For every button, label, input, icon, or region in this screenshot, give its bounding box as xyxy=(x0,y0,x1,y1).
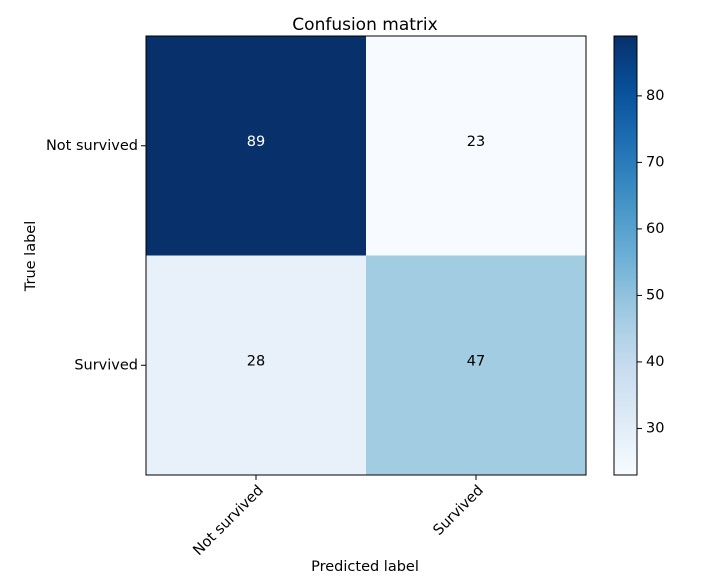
colorbar-tick-label: 60 xyxy=(646,221,664,237)
y-tick-label: Not survived xyxy=(46,138,138,154)
cell-value-label: 28 xyxy=(247,353,265,369)
cell-value-label: 89 xyxy=(247,134,265,150)
cell-value-label: 23 xyxy=(467,134,485,150)
heatmap-cells xyxy=(146,36,586,475)
x-axis-ticks: Not survived Survived xyxy=(190,475,487,559)
colorbar xyxy=(613,35,638,476)
heatmap-cell xyxy=(366,255,586,475)
colorbar-tick-label: 50 xyxy=(646,287,664,303)
y-tick-label: Survived xyxy=(74,357,138,373)
colorbar-tick-label: 70 xyxy=(646,154,664,170)
plot-frame xyxy=(145,35,587,476)
heatmap-cell xyxy=(366,36,586,256)
heatmap-cell xyxy=(146,36,366,256)
y-axis-ticks: Not survived Survived xyxy=(46,138,146,373)
cell-value-label: 47 xyxy=(467,353,485,369)
colorbar-ticks: 30 40 50 60 70 80 xyxy=(637,88,664,436)
colorbar-tick-label: 30 xyxy=(646,420,664,436)
heatmap-cell-labels: 89 23 28 47 xyxy=(247,134,485,370)
y-axis-label: True label xyxy=(23,221,39,292)
colorbar-tick-label: 80 xyxy=(646,88,664,104)
x-axis-label: Predicted label xyxy=(311,559,419,575)
chart-title: Confusion matrix xyxy=(292,15,437,35)
x-tick-label: Survived xyxy=(430,483,486,539)
heatmap-cell xyxy=(146,255,366,475)
colorbar-tick-label: 40 xyxy=(646,354,664,370)
x-tick-label: Not survived xyxy=(190,483,266,559)
